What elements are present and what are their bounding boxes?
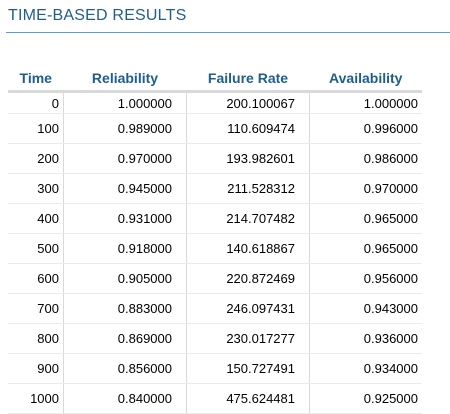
cell-reliability: 0.883000 [63, 293, 187, 324]
cell-reliability: 0.945000 [63, 173, 187, 204]
cell-failure-rate: 150.727491 [186, 353, 310, 384]
cell-time: 800 [8, 323, 64, 354]
title-divider [6, 32, 450, 33]
cell-time: 400 [8, 203, 64, 234]
cell-reliability: 0.840000 [63, 383, 187, 414]
table-row: 500 0.918000 140.618867 0.965000 [8, 233, 422, 264]
cell-reliability: 0.869000 [63, 323, 187, 354]
cell-time: 500 [8, 233, 64, 264]
table-row: 800 0.869000 230.017277 0.936000 [8, 323, 422, 354]
column-header-reliability: Reliability [63, 66, 187, 93]
cell-failure-rate: 214.707482 [186, 203, 310, 234]
cell-availability: 0.934000 [309, 353, 422, 384]
cell-time: 300 [8, 173, 64, 204]
cell-availability: 1.000000 [309, 91, 422, 114]
cell-availability: 0.925000 [309, 383, 422, 414]
cell-time: 200 [8, 143, 64, 174]
cell-availability: 0.996000 [309, 113, 422, 144]
cell-time: 0 [8, 91, 64, 114]
results-body: 0 1.000000 200.100067 1.000000 100 0.989000 11… [8, 91, 422, 414]
table-row: 100 0.989000 110.609474 0.996000 [8, 113, 422, 144]
cell-availability: 0.965000 [309, 203, 422, 234]
table-row: 300 0.945000 211.528312 0.970000 [8, 173, 422, 204]
cell-availability: 0.943000 [309, 293, 422, 324]
cell-availability: 0.986000 [309, 143, 422, 174]
column-header-availability: Availability [309, 66, 422, 93]
table-row: 1000 0.840000 475.624481 0.925000 [8, 383, 422, 414]
table-row: 600 0.905000 220.872469 0.956000 [8, 263, 422, 294]
cell-availability: 0.965000 [309, 233, 422, 264]
cell-reliability: 0.905000 [63, 263, 187, 294]
cell-failure-rate: 475.624481 [186, 383, 310, 414]
column-header-failure-rate: Failure Rate [186, 66, 310, 93]
cell-availability: 0.936000 [309, 323, 422, 354]
table-row: 900 0.856000 150.727491 0.934000 [8, 353, 422, 384]
cell-time: 600 [8, 263, 64, 294]
column-header-time: Time [8, 66, 64, 93]
cell-failure-rate: 110.609474 [186, 113, 310, 144]
cell-availability: 0.970000 [309, 173, 422, 204]
table-row: 200 0.970000 193.982601 0.986000 [8, 143, 422, 174]
section-title: TIME-BASED RESULTS [8, 7, 187, 24]
results-table: Time Reliability Failure Rate Availabili… [8, 66, 422, 414]
cell-failure-rate: 230.017277 [186, 323, 310, 354]
cell-reliability: 0.989000 [63, 113, 187, 144]
cell-time: 900 [8, 353, 64, 384]
cell-failure-rate: 193.982601 [186, 143, 310, 174]
cell-failure-rate: 140.618867 [186, 233, 310, 264]
cell-failure-rate: 211.528312 [186, 173, 310, 204]
table-row: 400 0.931000 214.707482 0.965000 [8, 203, 422, 234]
cell-reliability: 0.970000 [63, 143, 187, 174]
cell-availability: 0.956000 [309, 263, 422, 294]
header-row: Time Reliability Failure Rate Availabili… [8, 66, 422, 93]
cell-failure-rate: 246.097431 [186, 293, 310, 324]
cell-reliability: 0.918000 [63, 233, 187, 264]
table-row: 0 1.000000 200.100067 1.000000 [8, 91, 422, 114]
cell-time: 100 [8, 113, 64, 144]
cell-reliability: 0.931000 [63, 203, 187, 234]
cell-time: 1000 [8, 383, 64, 414]
cell-reliability: 0.856000 [63, 353, 187, 384]
cell-failure-rate: 220.872469 [186, 263, 310, 294]
cell-failure-rate: 200.100067 [186, 91, 310, 114]
cell-time: 700 [8, 293, 64, 324]
cell-reliability: 1.000000 [63, 91, 187, 114]
table-row: 700 0.883000 246.097431 0.943000 [8, 293, 422, 324]
